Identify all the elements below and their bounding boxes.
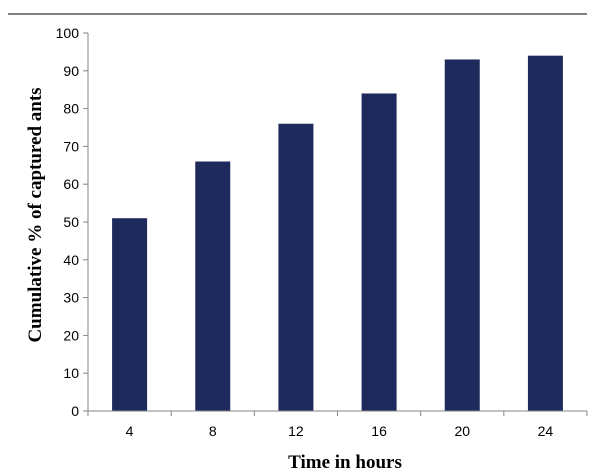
bar-24 — [527, 55, 563, 412]
bar-20 — [444, 59, 480, 412]
x-tick-label: 24 — [538, 423, 554, 439]
bar-12 — [278, 123, 314, 411]
y-axis-title: Cumulative % of captured ants — [25, 87, 46, 342]
bar-4 — [112, 218, 148, 411]
x-tick-label: 8 — [209, 423, 217, 439]
x-axis: 4 8 12 16 20 24 — [87, 410, 588, 439]
y-axis: 0 10 20 30 40 50 60 70 80 90 100 — [56, 25, 89, 419]
x-axis-title: Time in hours — [288, 452, 402, 473]
bars-group — [112, 55, 563, 412]
x-tick-label: 20 — [454, 423, 470, 439]
y-tick-label: 50 — [63, 214, 79, 230]
y-tick-label: 10 — [63, 365, 79, 381]
y-tick-label: 30 — [63, 290, 79, 306]
bar-8 — [195, 161, 231, 411]
x-tick-label: 16 — [371, 423, 387, 439]
x-tick-label: 4 — [126, 423, 134, 439]
x-tick-label: 12 — [288, 423, 304, 439]
y-tick-label: 60 — [63, 176, 79, 192]
y-tick-label: 90 — [63, 63, 79, 79]
y-tick-label: 20 — [63, 327, 79, 343]
y-tick-label: 100 — [56, 25, 80, 41]
bar-16 — [361, 93, 397, 411]
y-tick-label: 80 — [63, 101, 79, 117]
y-tick-label: 40 — [63, 252, 79, 268]
y-tick-label: 0 — [71, 403, 79, 419]
y-tick-label: 70 — [63, 138, 79, 154]
